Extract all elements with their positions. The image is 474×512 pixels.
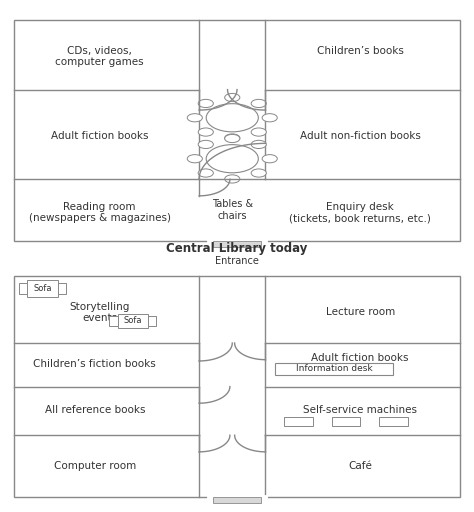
Bar (213, 497, 261, 503)
Text: Sofa: Sofa (123, 316, 142, 325)
Circle shape (198, 128, 213, 136)
Circle shape (225, 175, 240, 183)
Text: Information desk: Information desk (296, 365, 373, 373)
Bar (109, 316, 118, 326)
Title: Central Library today: Central Library today (166, 242, 308, 255)
Bar (148, 316, 156, 326)
Bar (332, 417, 360, 426)
Circle shape (251, 128, 266, 136)
Text: Sofa: Sofa (33, 284, 52, 293)
Text: Computer room: Computer room (54, 461, 136, 471)
Circle shape (187, 114, 202, 122)
Text: Adult non-fiction books: Adult non-fiction books (300, 131, 421, 141)
Text: CDs, videos,
computer games: CDs, videos, computer games (55, 46, 144, 67)
Circle shape (206, 103, 258, 132)
Text: Self-service machines: Self-service machines (303, 404, 417, 415)
Circle shape (251, 140, 266, 148)
Circle shape (187, 155, 202, 163)
Bar (284, 417, 313, 426)
Circle shape (251, 99, 266, 108)
Text: Adult fiction books: Adult fiction books (311, 353, 409, 364)
Text: Lecture room: Lecture room (326, 307, 395, 317)
Circle shape (225, 134, 240, 142)
Text: Adult fiction books: Adult fiction books (51, 131, 148, 141)
Text: Reading room
(newspapers & magazines): Reading room (newspapers & magazines) (28, 202, 171, 223)
Text: Children’s books: Children’s books (317, 46, 404, 56)
Bar (14, 20, 460, 241)
Bar (118, 313, 148, 328)
Text: Café: Café (348, 461, 372, 471)
Bar (27, 281, 58, 297)
Bar (213, 241, 261, 247)
Circle shape (198, 140, 213, 148)
Circle shape (251, 169, 266, 177)
Circle shape (206, 145, 258, 173)
Bar (14, 276, 460, 497)
Circle shape (225, 134, 240, 142)
Circle shape (198, 169, 213, 177)
Text: Storytelling
events: Storytelling events (69, 302, 130, 323)
Text: Children’s fiction books: Children’s fiction books (34, 358, 156, 369)
Circle shape (262, 114, 277, 122)
Bar (379, 417, 408, 426)
Circle shape (225, 93, 240, 102)
Bar (19, 283, 27, 294)
Text: All reference books: All reference books (45, 404, 145, 415)
Bar (275, 362, 393, 375)
Text: Enquiry desk
(tickets, book returns, etc.): Enquiry desk (tickets, book returns, etc… (289, 202, 431, 223)
Bar (58, 283, 66, 294)
Circle shape (198, 99, 213, 108)
Text: Tables &
chairs: Tables & chairs (212, 199, 253, 221)
Text: Entrance: Entrance (215, 256, 259, 266)
Circle shape (262, 155, 277, 163)
